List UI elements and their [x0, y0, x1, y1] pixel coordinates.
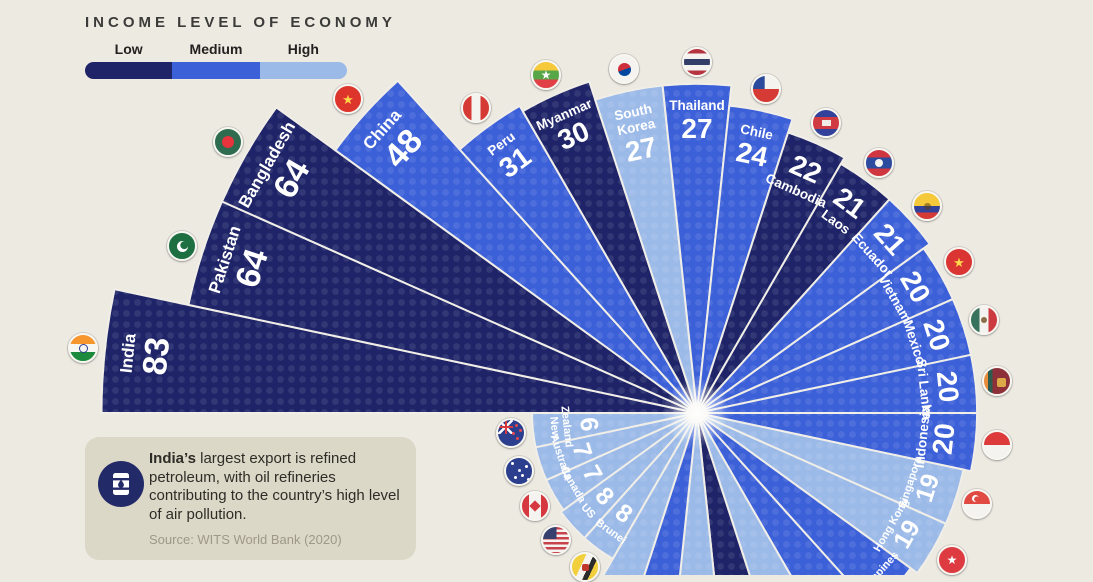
wedge-label-chile: 24: [733, 136, 770, 173]
wedge-dots: [697, 132, 845, 413]
wedge-dots: [546, 413, 697, 510]
wedge-label-south-korea: 27: [623, 131, 660, 168]
wedge-dots: [222, 107, 697, 414]
wedge-label-thailand: Thailand: [669, 98, 725, 113]
legend-labels: Low Medium High: [85, 41, 347, 57]
wedge-label-indonesia: 20: [927, 422, 961, 456]
flag-australia-icon: [504, 456, 534, 486]
wedge-dots: [697, 105, 793, 413]
flag-singapore-icon: [962, 489, 992, 519]
wedge-dots: [560, 413, 697, 539]
wedge-dots: [697, 413, 843, 575]
note-rest: largest export is refined petroleum, wit…: [149, 450, 400, 523]
wedge-dots: [697, 299, 971, 413]
wedge-label-india: India: [117, 332, 140, 374]
flag-vietnam-icon: [944, 247, 974, 277]
legend-label-low: Low: [114, 41, 143, 57]
wedge-dots: [697, 199, 930, 413]
flag-indonesia-icon: [982, 430, 1012, 460]
flag-peru-icon: [461, 93, 491, 123]
wedge-dots: [679, 413, 715, 575]
wedge-dots: [532, 413, 697, 448]
wedge-dots: [697, 413, 791, 575]
wedge-dots: [595, 85, 697, 413]
wedge-dots: [697, 413, 964, 524]
wedge-dots: [188, 201, 697, 413]
wedge-dots: [697, 354, 978, 413]
flag-us-icon: [541, 525, 571, 555]
flag-hong-kong-icon: [937, 545, 967, 575]
legend-segment-low: [85, 62, 173, 79]
wedge-label-thailand: 27: [681, 113, 712, 144]
note-source: Source: WITS World Bank (2020): [149, 532, 342, 548]
legend-title: INCOME LEVEL OF ECONOMY: [85, 14, 396, 31]
wedge-dots: [459, 105, 697, 414]
wedge-label-chile: Chile: [739, 121, 775, 143]
wedge-label-new-zealand: New: [547, 416, 561, 440]
flag-laos-icon: [864, 148, 894, 178]
wedge-dots: [584, 413, 697, 559]
wedge-label-sri-lanka: Sri Lanka: [914, 358, 935, 421]
oil-barrel-icon: [98, 461, 144, 507]
legend-label-medium: Medium: [189, 41, 243, 57]
income-legend: INCOME LEVEL OF ECONOMY Low Medium High: [85, 14, 396, 79]
wedge-label-india: 83: [136, 335, 178, 377]
legend-segment-medium: [172, 62, 260, 79]
wedge-dots: [662, 83, 732, 414]
note-lead: India’s: [149, 450, 196, 467]
flag-brunei-icon: [570, 552, 600, 582]
flag-pakistan-icon: [167, 231, 197, 261]
flag-new-zealand-icon: [496, 418, 526, 448]
wedge-dots: [697, 248, 953, 413]
flag-canada-icon: [520, 491, 550, 521]
note-box: India’s largest export is refined petrol…: [85, 437, 416, 561]
wedge-dots: [697, 163, 890, 413]
wedge-dots: [335, 80, 697, 413]
flag-india-icon: [68, 333, 98, 363]
wedge-label-new-zealand: 6: [574, 416, 603, 433]
flag-cambodia-icon: [811, 108, 841, 138]
wedge-label-indonesia: Indonesia: [912, 404, 934, 469]
wedge-dots: [535, 413, 697, 481]
flag-myanmar-icon: [531, 60, 561, 90]
flag-china-icon: [333, 84, 363, 114]
flag-ecuador-icon: [912, 191, 942, 221]
legend-label-high: High: [287, 41, 319, 57]
wedge-label-new-zealand: Zealand: [558, 405, 574, 448]
wedge-label-sri-lanka: 20: [931, 370, 965, 404]
flag-bangladesh-icon: [213, 127, 243, 157]
wedge-dots: [697, 413, 946, 574]
flag-thailand-icon: [682, 47, 712, 77]
flag-chile-icon: [751, 74, 781, 104]
note-text: India’s largest export is refined petrol…: [149, 450, 400, 524]
wedge-dots: [522, 81, 697, 413]
legend-segment-high: [259, 62, 347, 79]
legend-bar: [85, 62, 347, 79]
flag-mexico-icon: [969, 305, 999, 335]
flag-sri-lanka-icon: [982, 366, 1012, 396]
wedge-dots: [697, 413, 911, 575]
fan-center-glow: [663, 379, 731, 447]
flag-south-korea-icon: [609, 54, 639, 84]
